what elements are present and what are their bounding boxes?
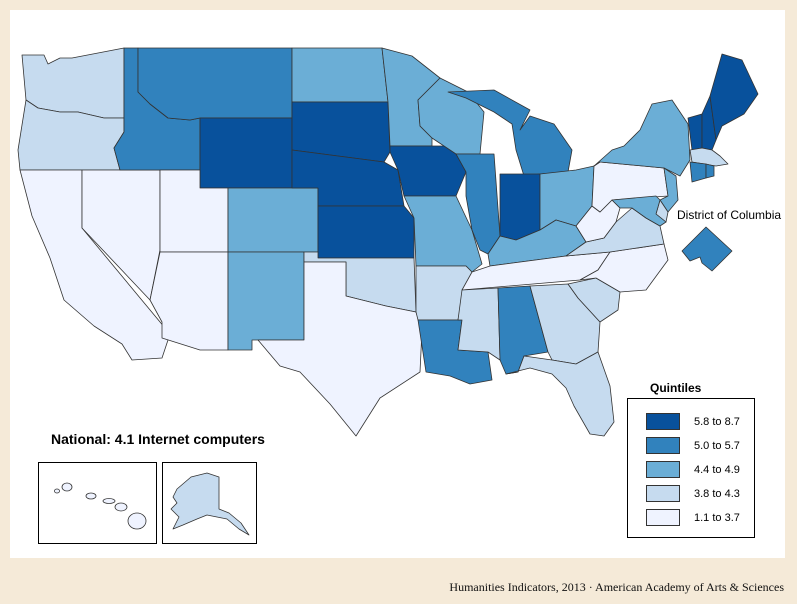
kauai-island[interactable] bbox=[61, 482, 73, 492]
legend-swatch bbox=[646, 461, 680, 478]
legend-label: 5.0 to 5.7 bbox=[694, 439, 740, 452]
legend-label: 4.4 to 4.9 bbox=[694, 463, 740, 476]
legend-item: 3.8 to 4.3 bbox=[646, 485, 740, 502]
state-IN[interactable] bbox=[499, 173, 541, 241]
niihau-island[interactable] bbox=[54, 488, 60, 494]
national-average-label: National: 4.1 Internet computers bbox=[51, 431, 265, 447]
state-KS[interactable] bbox=[317, 205, 415, 259]
footer-credit: Humanities Indicators, 2013 · American A… bbox=[449, 580, 784, 594]
legend-title: Quintiles bbox=[650, 381, 702, 395]
state-CT[interactable] bbox=[689, 161, 707, 183]
maui-island[interactable] bbox=[114, 502, 128, 512]
legend-swatch bbox=[646, 509, 680, 526]
state-FL[interactable] bbox=[505, 351, 615, 437]
legend-item: 5.0 to 5.7 bbox=[646, 437, 740, 454]
state-NM[interactable] bbox=[227, 251, 305, 351]
legend-item: 1.1 to 3.7 bbox=[646, 509, 740, 526]
oahu-island[interactable] bbox=[85, 492, 97, 500]
state-TX[interactable] bbox=[257, 261, 423, 437]
state-AZ[interactable] bbox=[149, 251, 229, 351]
state-SD[interactable] bbox=[291, 101, 391, 163]
state-MI[interactable] bbox=[447, 89, 573, 177]
state-NC[interactable] bbox=[579, 243, 669, 293]
legend-item: 4.4 to 4.9 bbox=[646, 461, 740, 478]
state-NY[interactable] bbox=[593, 99, 691, 177]
state-MS[interactable] bbox=[457, 287, 501, 361]
legend-swatch bbox=[646, 485, 680, 502]
state-VT[interactable] bbox=[687, 113, 703, 151]
state-IL[interactable] bbox=[455, 153, 501, 255]
state-NH[interactable] bbox=[701, 95, 717, 151]
molokai-island[interactable] bbox=[102, 498, 116, 504]
legend-label: 5.8 to 8.7 bbox=[694, 415, 740, 428]
hawaii-map bbox=[54, 482, 147, 530]
alaska-inset bbox=[162, 462, 257, 544]
state-RI[interactable] bbox=[705, 163, 715, 179]
state-MD[interactable] bbox=[611, 195, 667, 227]
legend-item: 5.8 to 8.7 bbox=[646, 413, 740, 430]
dc-inset bbox=[681, 226, 733, 272]
state-WY[interactable] bbox=[199, 117, 293, 189]
legend-label: 3.8 to 4.3 bbox=[694, 487, 740, 500]
state-ME[interactable] bbox=[709, 53, 759, 141]
state-DC[interactable] bbox=[681, 226, 733, 272]
state-MT[interactable] bbox=[137, 47, 293, 121]
hawaii-island[interactable] bbox=[127, 512, 147, 530]
legend-label: 1.1 to 3.7 bbox=[694, 511, 740, 524]
legend: 5.8 to 8.7 5.0 to 5.7 4.4 to 4.9 3.8 to … bbox=[627, 398, 755, 538]
dc-label: District of Columbia bbox=[677, 208, 782, 222]
alaska-shape[interactable] bbox=[170, 472, 250, 536]
legend-swatch bbox=[646, 413, 680, 430]
hawaii-inset bbox=[38, 462, 157, 544]
legend-swatch bbox=[646, 437, 680, 454]
alaska-map bbox=[170, 472, 250, 536]
state-CO[interactable] bbox=[227, 187, 319, 253]
state-ND[interactable] bbox=[291, 47, 389, 103]
